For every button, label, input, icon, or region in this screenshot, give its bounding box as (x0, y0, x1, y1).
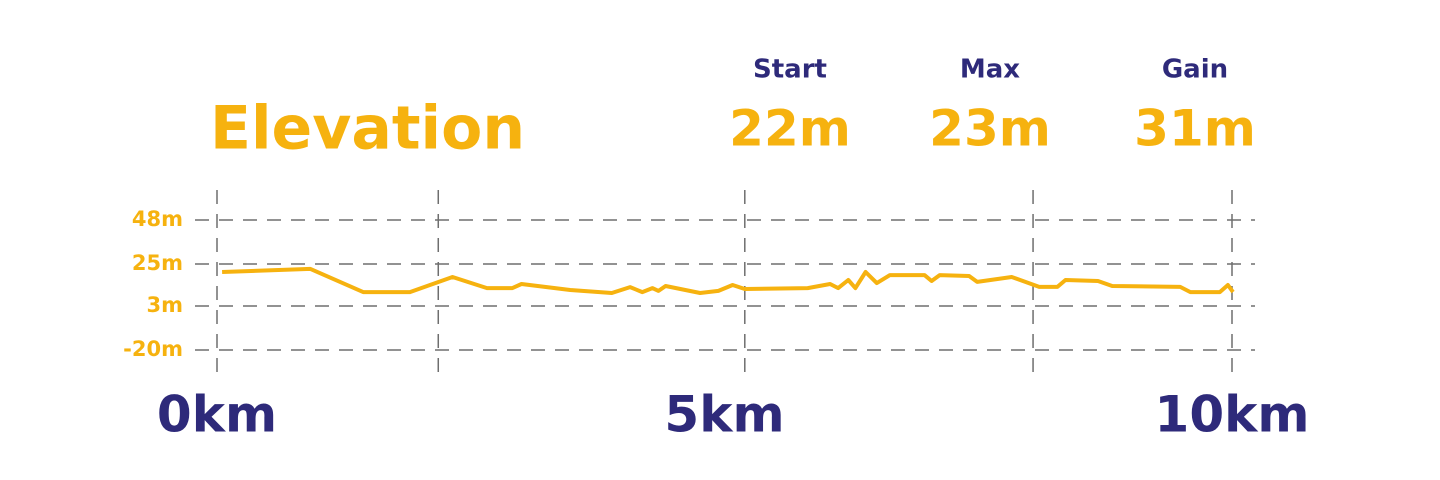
stat-value: 23m (929, 100, 1051, 158)
y-tick-label: 3m (147, 293, 184, 317)
x-tick-label: 5km (664, 386, 784, 444)
x-tick-label: 0km (157, 386, 277, 444)
stat-label: Start (753, 55, 827, 85)
elevation-line (222, 266, 1235, 295)
stat-label: Max (960, 55, 1020, 85)
x-tick-label: 10km (1155, 386, 1310, 444)
y-tick-label: 48m (132, 207, 183, 231)
y-tick-label: 25m (132, 251, 183, 275)
chart-title: Elevation (210, 94, 525, 164)
stat-value: 22m (729, 100, 851, 158)
stat-label: Gain (1162, 55, 1228, 85)
y-tick-label: -20m (123, 337, 183, 361)
stat-value: 31m (1134, 100, 1256, 158)
